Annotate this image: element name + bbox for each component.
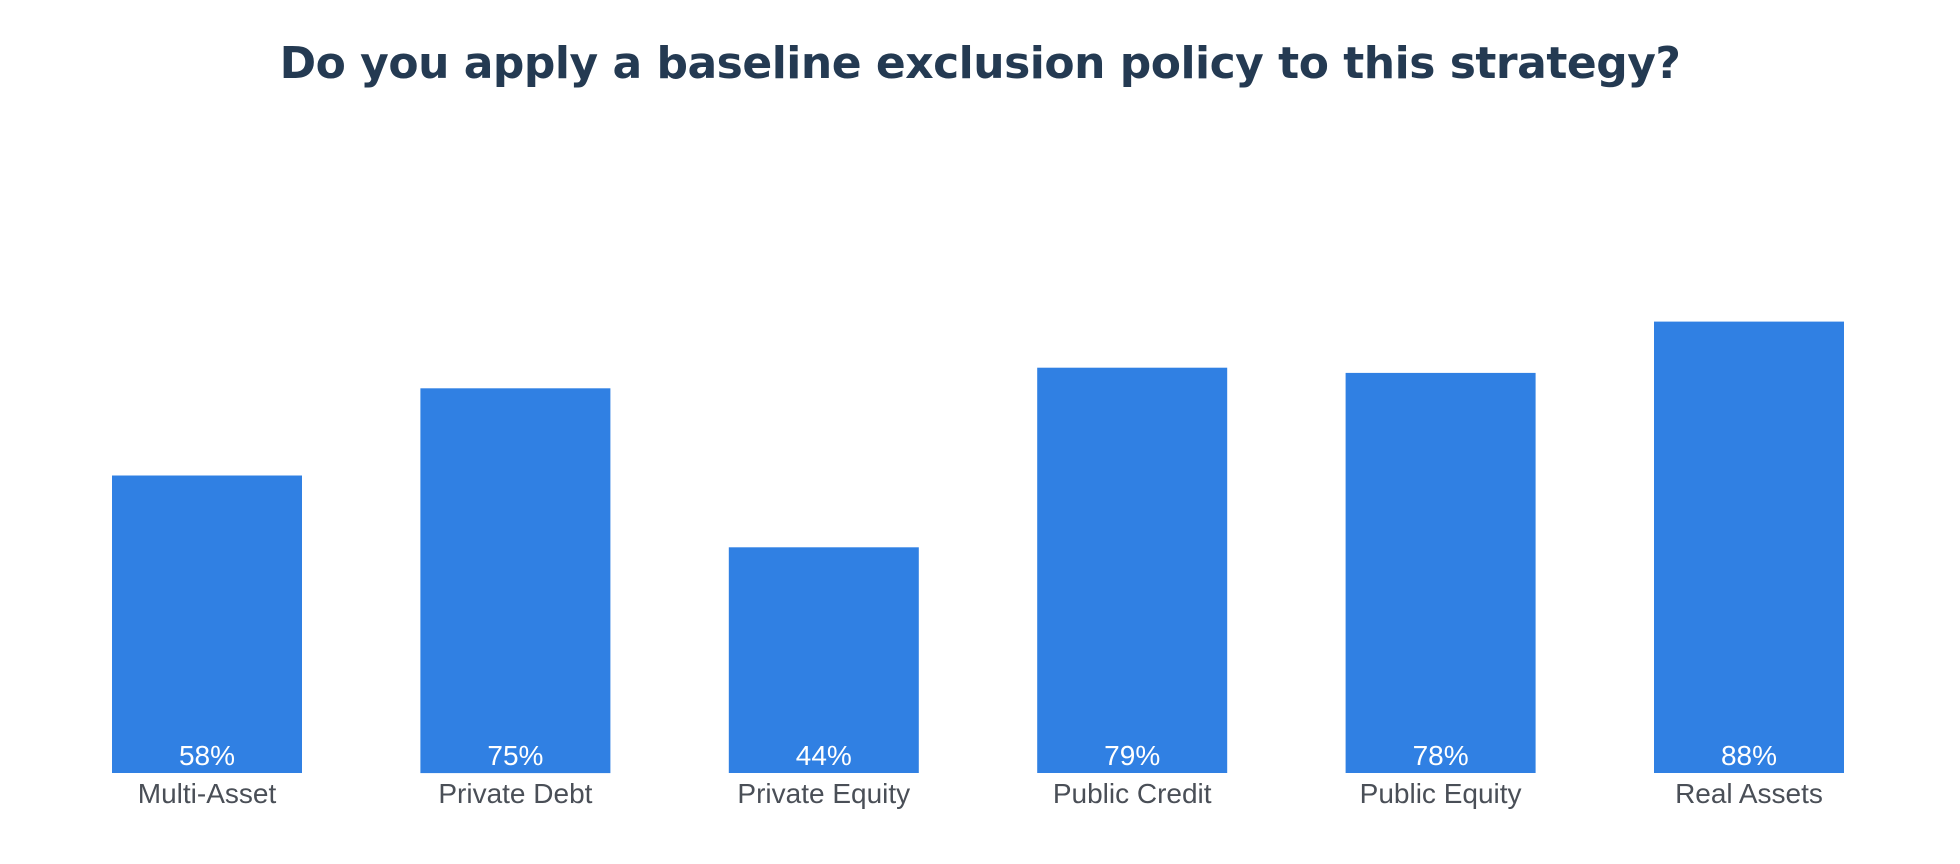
bar-private-debt <box>420 388 611 774</box>
value-label-public-credit: 79% <box>1104 740 1160 771</box>
bar-public-equity <box>1345 372 1536 773</box>
category-label-private-debt: Private Debt <box>438 778 592 809</box>
chart-title: Do you apply a baseline exclusion policy… <box>279 38 1681 89</box>
value-label-multi-asset: 58% <box>179 740 235 771</box>
category-label-private-equity: Private Equity <box>737 778 910 809</box>
bar-multi-asset <box>112 475 302 773</box>
bar-private-equity <box>728 547 919 773</box>
category-label-multi-asset: Multi-Asset <box>138 778 277 809</box>
category-label-public-equity: Public Equity <box>1360 778 1522 809</box>
value-label-private-debt: 75% <box>487 740 543 771</box>
bar-real-assets <box>1654 321 1844 773</box>
value-label-private-equity: 44% <box>796 740 852 771</box>
category-labels-layer: Multi-Asset Private Debt Private Equity Pub… <box>138 778 1823 809</box>
bars-layer <box>112 321 1844 774</box>
value-label-real-assets: 88% <box>1721 740 1777 771</box>
value-labels-layer: 58% 75% 44% 79% 78% 88% <box>179 740 1777 771</box>
bar-public-credit <box>1037 367 1228 773</box>
value-label-public-equity: 78% <box>1413 740 1469 771</box>
category-label-public-credit: Public Credit <box>1053 778 1212 809</box>
category-label-real-assets: Real Assets <box>1675 778 1823 809</box>
